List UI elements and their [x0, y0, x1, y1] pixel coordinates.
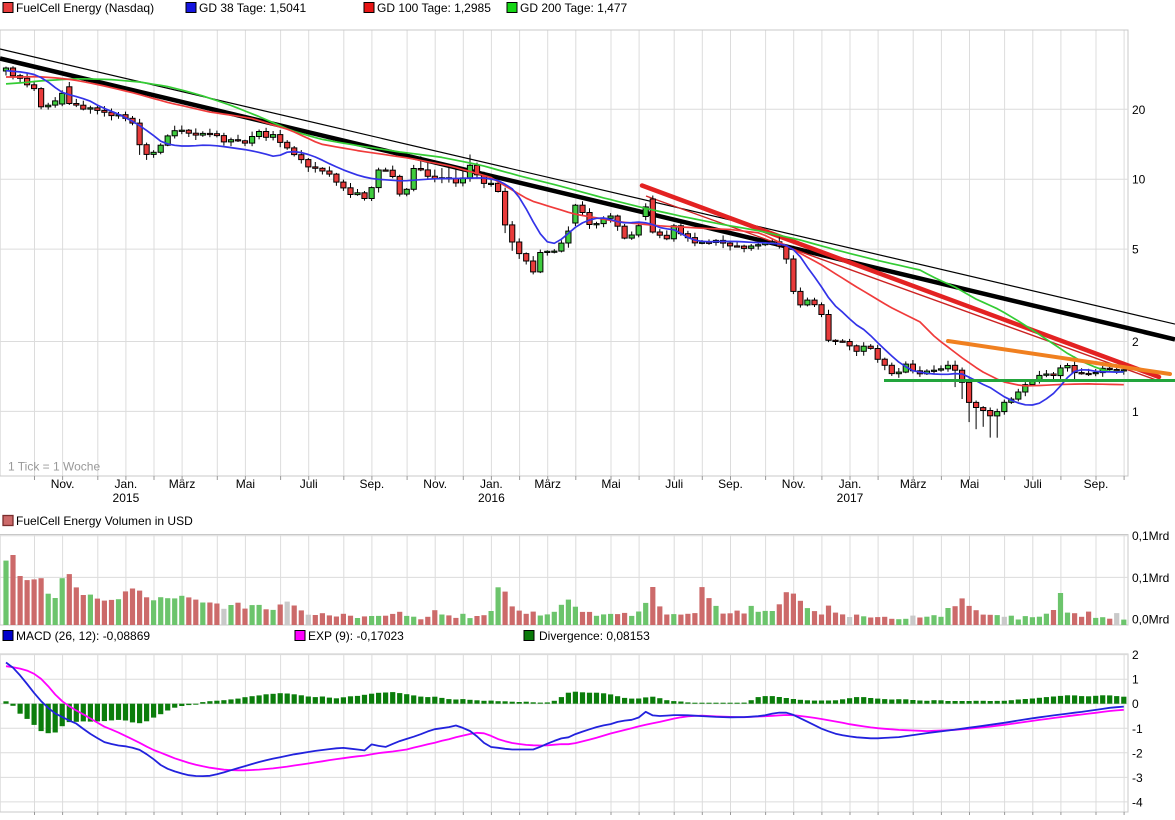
svg-text:GD 100 Tage: 1,2985: GD 100 Tage: 1,2985	[377, 1, 491, 15]
svg-text:0,1Mrd: 0,1Mrd	[1132, 571, 1169, 585]
svg-text:Mai: Mai	[236, 477, 255, 491]
svg-text:2016: 2016	[478, 491, 505, 505]
svg-text:-3: -3	[1132, 771, 1143, 785]
svg-text:-4: -4	[1132, 795, 1143, 809]
svg-text:Mai: Mai	[601, 477, 620, 491]
svg-text:FuelCell Energy Volumen in USD: FuelCell Energy Volumen in USD	[16, 514, 193, 528]
svg-text:Juli: Juli	[300, 477, 318, 491]
svg-text:März: März	[169, 477, 196, 491]
svg-text:Sep.: Sep.	[718, 477, 743, 491]
svg-text:1: 1	[1132, 673, 1139, 687]
svg-text:2017: 2017	[837, 491, 864, 505]
svg-text:0,1Mrd: 0,1Mrd	[1132, 529, 1169, 543]
svg-text:-1: -1	[1132, 722, 1143, 736]
svg-text:2015: 2015	[113, 491, 140, 505]
svg-text:Nov.: Nov.	[782, 477, 806, 491]
svg-text:Juli: Juli	[1024, 477, 1042, 491]
svg-text:Jan.: Jan.	[115, 477, 138, 491]
svg-text:-2: -2	[1132, 746, 1143, 760]
svg-text:10: 10	[1132, 173, 1146, 187]
svg-text:GD 38 Tage: 1,5041: GD 38 Tage: 1,5041	[199, 1, 307, 15]
svg-text:20: 20	[1132, 103, 1146, 117]
svg-text:Mai: Mai	[960, 477, 979, 491]
svg-text:Jan.: Jan.	[480, 477, 503, 491]
svg-text:Nov.: Nov.	[51, 477, 75, 491]
svg-text:MACD (26, 12): -0,08869: MACD (26, 12): -0,08869	[16, 629, 150, 643]
svg-text:März: März	[534, 477, 561, 491]
svg-text:0: 0	[1132, 697, 1139, 711]
svg-text:5: 5	[1132, 243, 1139, 257]
svg-text:März: März	[900, 477, 927, 491]
svg-text:2: 2	[1132, 335, 1139, 349]
svg-text:EXP (9): -0,17023: EXP (9): -0,17023	[308, 629, 404, 643]
svg-text:Divergence: 0,08153: Divergence: 0,08153	[539, 629, 650, 643]
svg-text:Sep.: Sep.	[1084, 477, 1109, 491]
svg-text:GD 200 Tage: 1,477: GD 200 Tage: 1,477	[520, 1, 628, 15]
svg-text:0,0Mrd: 0,0Mrd	[1132, 613, 1169, 627]
svg-text:Juli: Juli	[665, 477, 683, 491]
svg-text:Nov.: Nov.	[423, 477, 447, 491]
svg-text:2: 2	[1132, 648, 1139, 662]
svg-text:Sep.: Sep.	[360, 477, 385, 491]
svg-text:Jan.: Jan.	[839, 477, 862, 491]
svg-text:1 Tick = 1 Woche: 1 Tick = 1 Woche	[8, 460, 100, 474]
svg-text:1: 1	[1132, 405, 1139, 419]
svg-text:FuelCell Energy (Nasdaq): FuelCell Energy (Nasdaq)	[16, 1, 154, 15]
